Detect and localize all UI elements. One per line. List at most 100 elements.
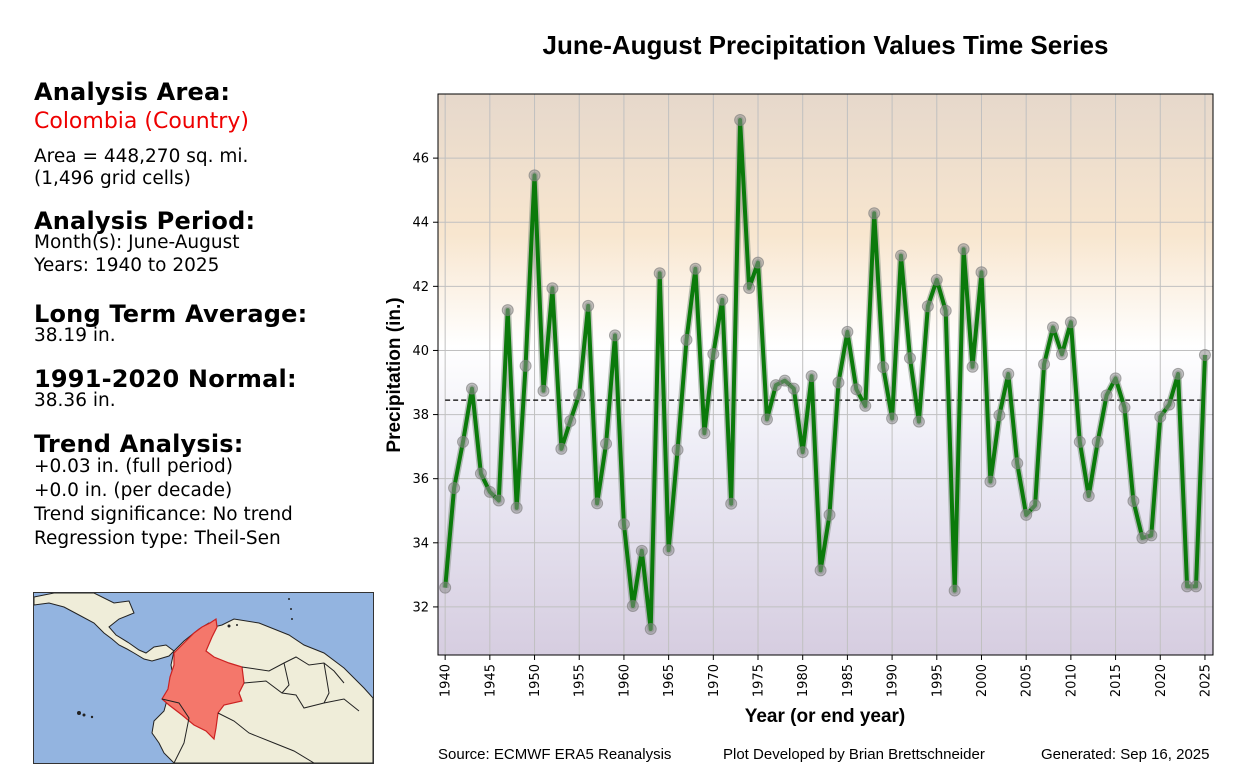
data-point (1100, 389, 1113, 402)
data-point (564, 414, 577, 427)
y-tick-label: 32 (412, 600, 429, 615)
analysis-area-name: Colombia (Country) (34, 109, 249, 134)
data-point (859, 399, 872, 412)
data-point (457, 435, 470, 448)
data-point (1002, 367, 1015, 380)
data-point (921, 300, 934, 313)
data-point (912, 415, 925, 428)
normal-value: 38.36 in. (34, 390, 116, 411)
map-island (236, 624, 238, 626)
plot-frame (437, 93, 1214, 656)
y-tick-label: 38 (412, 408, 429, 423)
data-point (573, 388, 586, 401)
data-point (752, 256, 765, 269)
data-point (895, 249, 908, 262)
data-point (519, 359, 532, 372)
data-point (510, 501, 523, 514)
data-point (591, 497, 604, 510)
data-point (903, 352, 916, 365)
analysis-area-heading: Analysis Area: (34, 78, 231, 106)
data-point (1163, 398, 1176, 411)
x-tick-label: 1980 (796, 664, 811, 697)
months-line: Month(s): June-August (34, 232, 240, 253)
data-point (760, 413, 773, 426)
x-tick-label: 1945 (483, 664, 498, 697)
x-tick-label: 1940 (439, 664, 454, 697)
data-point (1172, 367, 1185, 380)
data-point (966, 360, 979, 373)
footer-developer: Plot Developed by Brian Brettschneider (723, 746, 985, 763)
data-point (537, 384, 550, 397)
data-point (689, 262, 702, 275)
data-point (635, 544, 648, 557)
data-point (886, 412, 899, 425)
data-point (823, 508, 836, 521)
data-point (546, 282, 559, 295)
y-axis-label: Precipitation (in.) (384, 297, 405, 452)
x-tick-label: 2020 (1154, 664, 1169, 697)
map-borders (161, 656, 360, 763)
map-svg (34, 593, 373, 763)
data-point (975, 266, 988, 279)
data-point (1154, 410, 1167, 423)
data-point (716, 293, 729, 306)
data-point (608, 329, 621, 342)
data-point (877, 361, 890, 374)
x-tick-label: 1950 (528, 664, 543, 697)
data-point (1082, 489, 1095, 502)
map-island (288, 598, 290, 600)
data-point (600, 437, 613, 450)
data-point (662, 544, 675, 557)
series-layer (439, 113, 1211, 636)
data-point (814, 564, 827, 577)
footer-generated: Generated: Sep 16, 2025 (1041, 746, 1210, 763)
x-tick-label: 1995 (930, 664, 945, 697)
data-point (993, 409, 1006, 422)
x-axis-label: Year (or end year) (745, 706, 906, 727)
data-point (698, 427, 711, 440)
y-tick-label: 40 (412, 344, 429, 359)
data-point (626, 599, 639, 612)
data-point (483, 485, 496, 498)
data-point (439, 581, 452, 594)
data-point (1109, 372, 1122, 385)
y-tick-label: 42 (412, 280, 429, 295)
normal-heading: 1991-2020 Normal: (34, 365, 297, 393)
data-point (528, 169, 541, 182)
data-point (671, 443, 684, 456)
data-point (680, 333, 693, 346)
data-point (1011, 457, 1024, 470)
x-tick-label: 2000 (975, 664, 990, 697)
x-tick-label: 1990 (886, 664, 901, 697)
x-tick-label: 1970 (707, 664, 722, 697)
data-point (832, 376, 845, 389)
data-point (1046, 321, 1059, 334)
y-tick-label: 36 (412, 472, 429, 487)
long-term-average-value: 38.19 in. (34, 325, 116, 346)
data-point (841, 325, 854, 338)
data-point (1020, 508, 1033, 521)
trend-significance: Trend significance: No trend (34, 504, 293, 525)
y-tick-label: 34 (412, 536, 429, 551)
data-point (743, 281, 756, 294)
data-point (1145, 529, 1158, 542)
regression-type: Regression type: Theil-Sen (34, 528, 281, 549)
long-term-average-heading: Long Term Average: (34, 300, 308, 328)
data-point (474, 467, 487, 480)
data-point (617, 518, 630, 531)
data-point (957, 243, 970, 256)
years-line: Years: 1940 to 2025 (34, 255, 220, 276)
data-point (1073, 435, 1086, 448)
data-point (707, 347, 720, 360)
data-point (501, 304, 514, 317)
data-point (448, 481, 461, 494)
y-tick-label: 46 (412, 152, 429, 167)
footer-source: Source: ECMWF ERA5 Reanalysis (438, 746, 672, 763)
data-point (778, 374, 791, 387)
x-tick-label: 2010 (1064, 664, 1079, 697)
trend-analysis-heading: Trend Analysis: (34, 430, 244, 458)
data-point (725, 497, 738, 510)
grid-cells-line: (1,496 grid cells) (34, 168, 191, 189)
data-point (644, 623, 657, 636)
